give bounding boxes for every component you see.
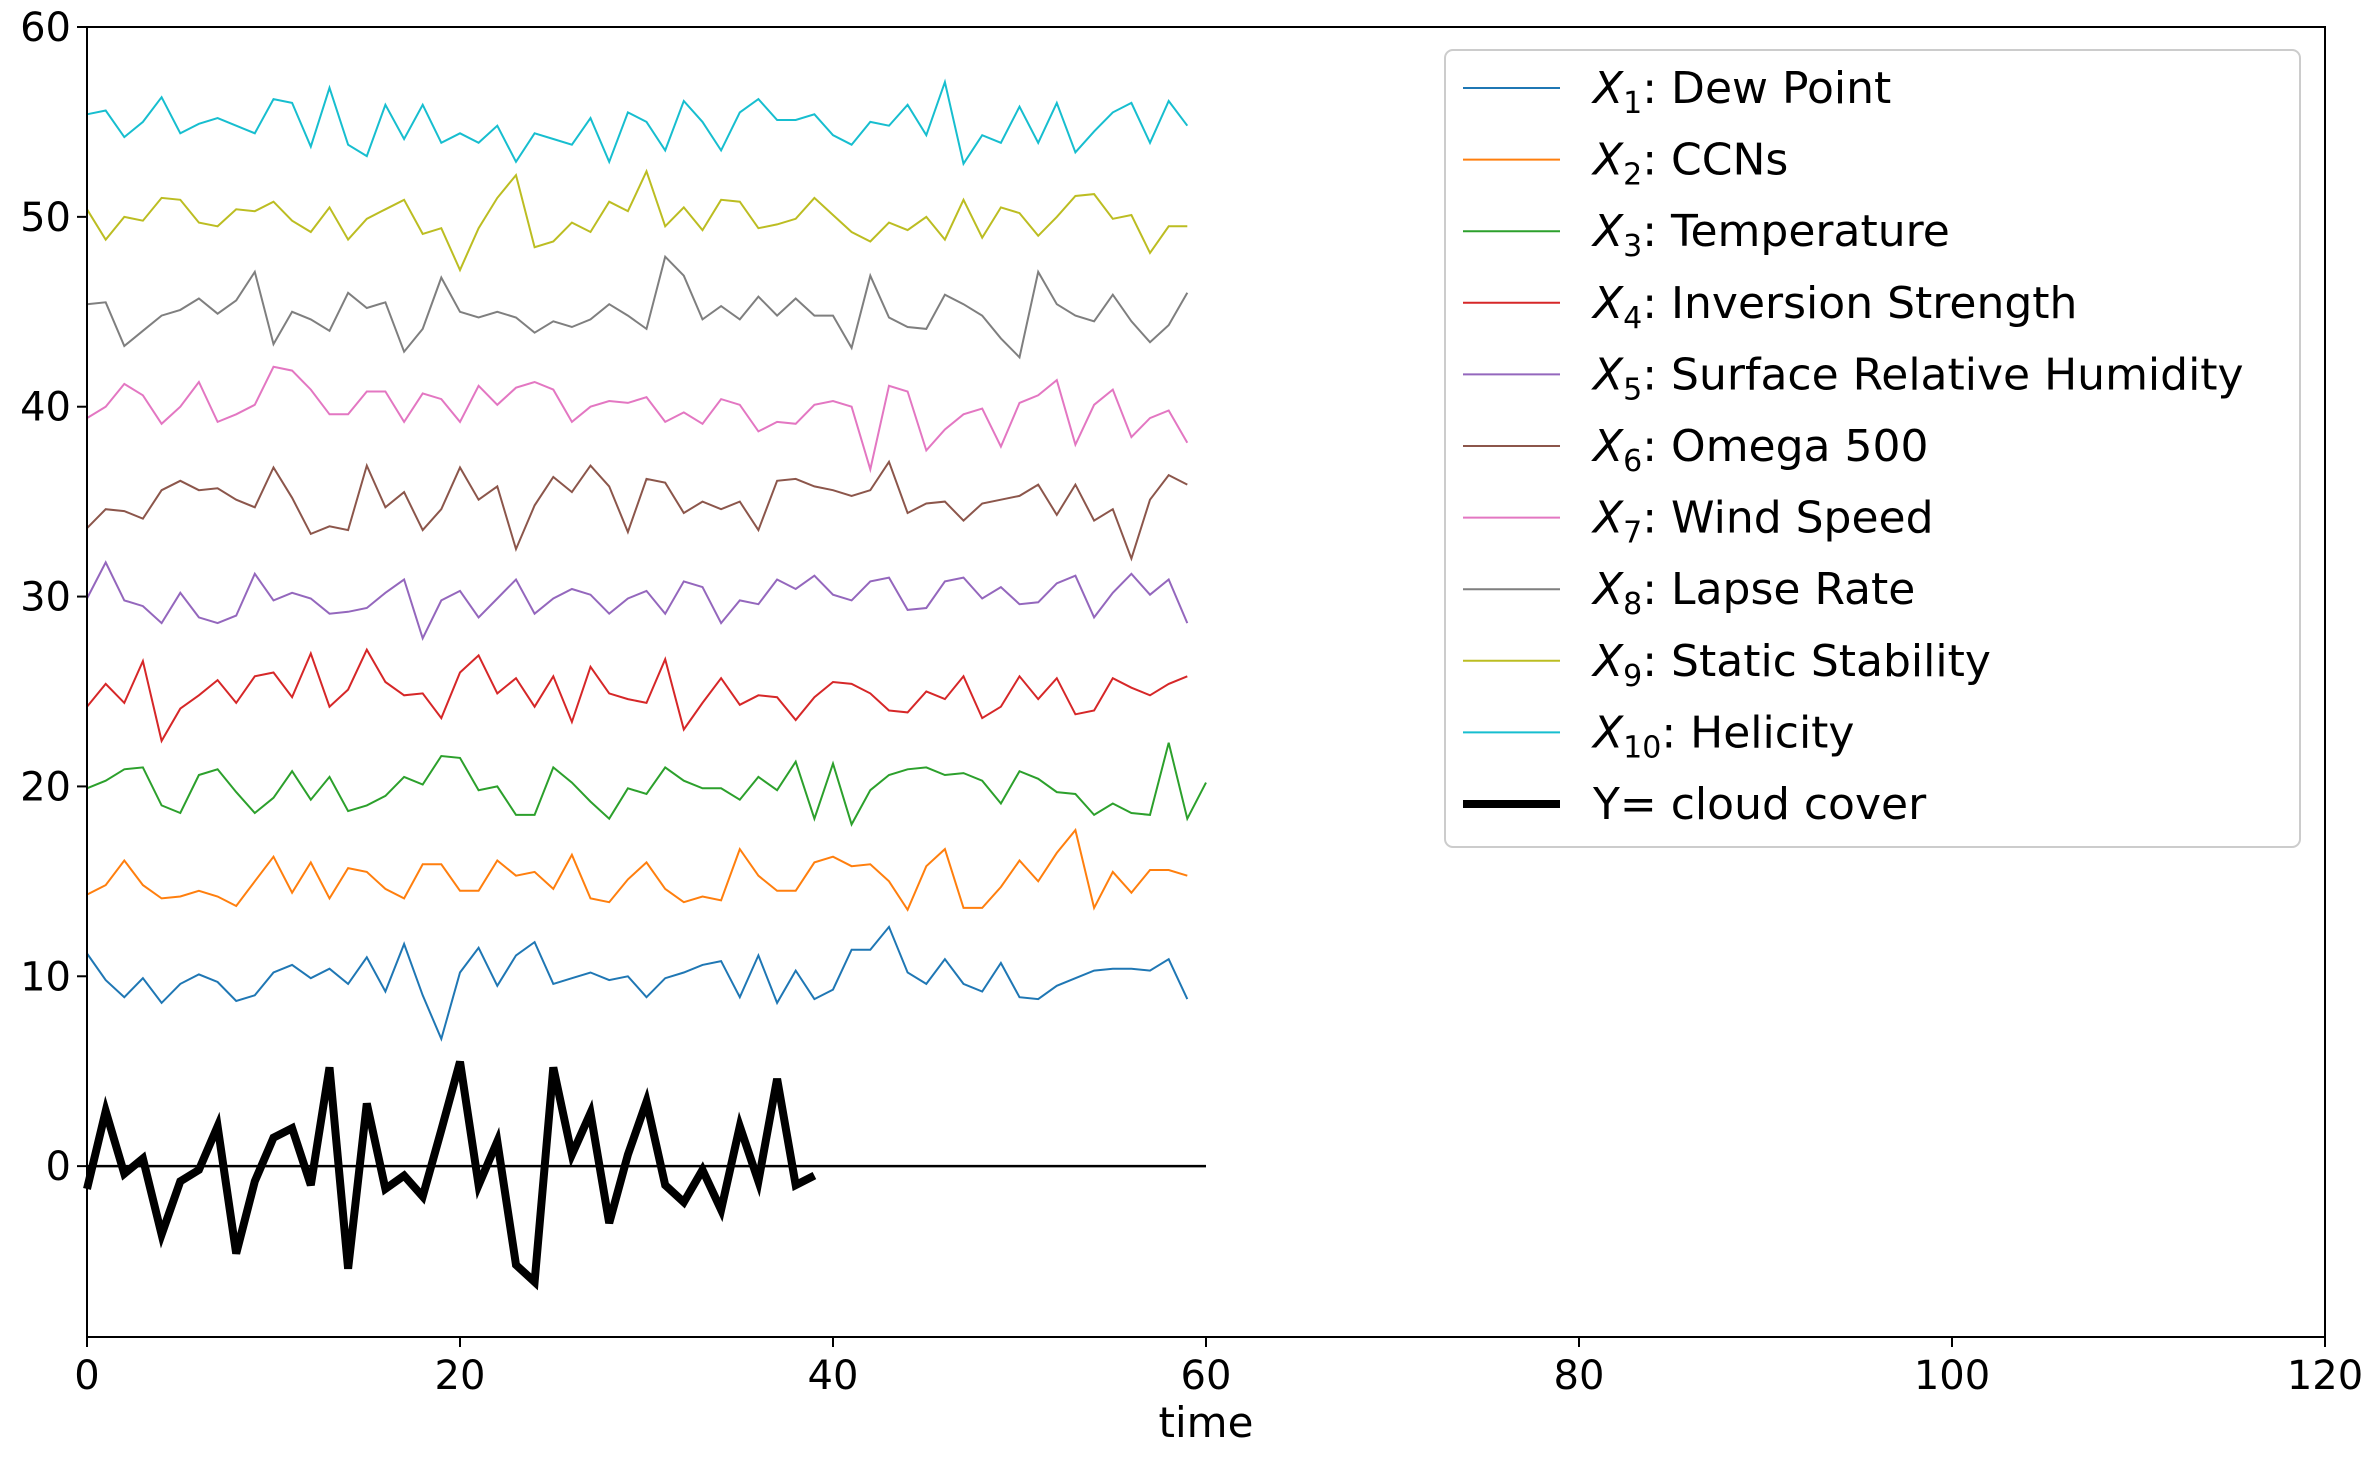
x-tick-label: 100	[1914, 1353, 1990, 1399]
legend-subscript: 4	[1623, 301, 1642, 336]
x-axis-label: time	[1159, 1398, 1254, 1447]
legend-subscript: 1	[1623, 86, 1642, 121]
legend-var: X	[1591, 206, 1624, 257]
legend-var: X	[1591, 564, 1624, 615]
series-line-x8	[86, 254, 1189, 360]
x-tick-label: 60	[1181, 1353, 1232, 1399]
legend-subscript: 8	[1623, 587, 1642, 622]
x-tick-label: 40	[808, 1353, 859, 1399]
y-tick-label: 0	[46, 1144, 71, 1190]
legend-label: : Dew Point	[1642, 63, 1891, 114]
series-layer	[83, 78, 1207, 1291]
series-line-x4	[86, 647, 1188, 744]
legend-entry-x4: X4: Inversion Strength	[1591, 278, 2077, 336]
series-line-x2	[86, 827, 1188, 912]
legend-entry-x7: X7: Wind Speed	[1591, 493, 1934, 551]
series-line-y-cloud-cover	[83, 1060, 817, 1291]
x-tick-label: 20	[435, 1353, 486, 1399]
legend-label: : Inversion Strength	[1642, 278, 2077, 329]
series-line-x3	[86, 742, 1207, 827]
legend-box	[1444, 49, 2301, 848]
series-line-x6	[86, 459, 1188, 562]
x-tick-label: 0	[74, 1353, 99, 1399]
legend-subscript: 9	[1623, 659, 1642, 694]
legend-var: X	[1591, 349, 1624, 400]
legend-label: : Omega 500	[1642, 421, 1928, 472]
y-tick-label: 40	[20, 385, 71, 431]
legend-var: X	[1591, 493, 1624, 544]
legend-entry-x2: X2: CCNs	[1591, 135, 1788, 193]
legend-label: : Helicity	[1661, 707, 1854, 758]
legend-entry-x9: X9: Static Stability	[1591, 636, 1991, 694]
y-tick-label: 60	[20, 5, 71, 51]
legend-var: X	[1591, 707, 1624, 758]
legend-var: X	[1591, 135, 1624, 186]
legend-subscript: 10	[1623, 730, 1661, 765]
legend-entry-x1: X1: Dew Point	[1591, 63, 1891, 121]
legend-label: : Temperature	[1642, 206, 1950, 257]
y-tick-label: 20	[20, 764, 71, 810]
legend-entry-x6: X6: Omega 500	[1591, 421, 1929, 479]
legend-label: : Wind Speed	[1642, 493, 1933, 544]
legend-entry-y-cloud-cover: Y= cloud cover	[1592, 779, 1927, 830]
y-tick-label: 50	[20, 195, 71, 241]
series-line-x10	[86, 78, 1189, 167]
legend-entry-x5: X5: Surface Relative Humidity	[1591, 349, 2244, 407]
series-line-x5	[86, 560, 1189, 641]
x-axis: 0 20 40 60 80 100 120	[74, 1337, 2363, 1399]
legend-label: : Surface Relative Humidity	[1642, 349, 2243, 400]
series-line-x9	[86, 168, 1188, 273]
x-tick-label: 80	[1554, 1353, 1605, 1399]
legend-label: : Lapse Rate	[1642, 564, 1915, 615]
x-tick-label: 120	[2287, 1353, 2363, 1399]
legend-entry-x10: X10: Helicity	[1591, 707, 1854, 765]
legend-var: X	[1591, 636, 1624, 687]
legend-var: X	[1591, 421, 1624, 472]
y-tick-label: 30	[20, 575, 71, 621]
legend-subscript: 2	[1623, 158, 1642, 193]
legend-subscript: 5	[1623, 372, 1642, 407]
legend-subscript: 3	[1623, 229, 1642, 264]
legend-label: : Static Stability	[1642, 636, 1991, 687]
series-line-x7	[86, 365, 1189, 474]
legend-var: X	[1591, 63, 1624, 114]
legend-label: : CCNs	[1642, 135, 1788, 186]
y-tick-label: 10	[20, 954, 71, 1000]
legend-subscript: 6	[1623, 444, 1642, 479]
y-axis: 0 10 20 30 40 50 60	[20, 5, 87, 1190]
legend-var: X	[1591, 278, 1624, 329]
legend-entry-x8: X8: Lapse Rate	[1591, 564, 1915, 622]
series-line-x1	[86, 924, 1189, 1042]
legend-entry-x3: X3: Temperature	[1591, 206, 1950, 264]
legend-subscript: 7	[1623, 516, 1642, 551]
